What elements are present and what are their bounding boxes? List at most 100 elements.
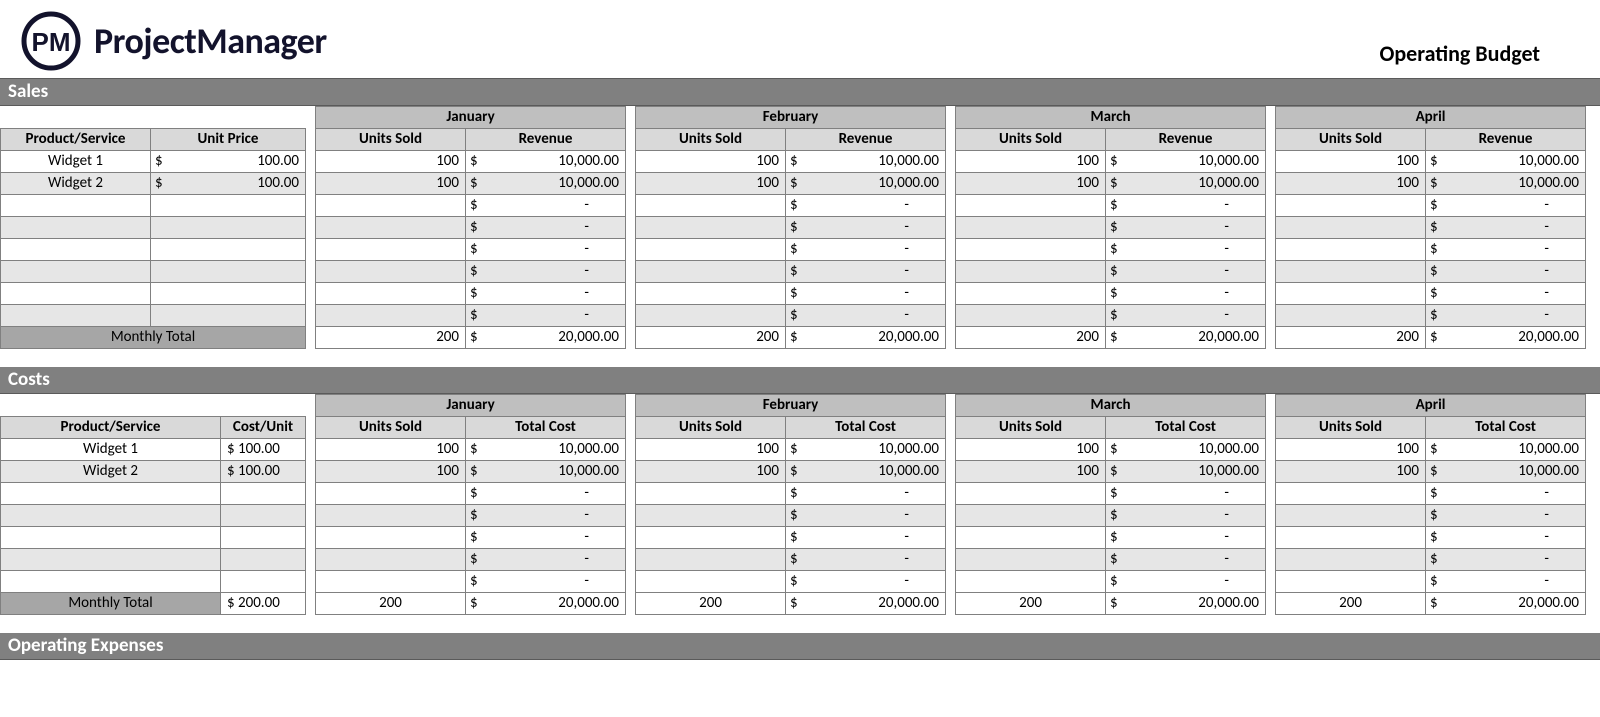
cell-revenue: $- [1426,261,1586,283]
cell-cost-unit: $ 100.00 [221,439,306,461]
cell-product: Widget 1 [1,151,151,173]
cell-cost-unit: $ 200.00 [221,593,306,615]
table-row: $-$-$-$- [1,239,1586,261]
cell-units: 200 [1276,327,1426,349]
cell-revenue: $10,000.00 [786,173,946,195]
col-header-units-sold: Units Sold [1276,129,1426,151]
cell-total-cost: $- [466,527,626,549]
cell-revenue: $- [786,217,946,239]
total-row: Monthly Total$ 200.00200$20,000.00200$20… [1,593,1586,615]
section-title-opex: Operating Expenses [0,633,1600,660]
cell-revenue: $10,000.00 [466,173,626,195]
cell-units: 100 [1276,151,1426,173]
cell-revenue: $- [1426,217,1586,239]
cell-product: Widget 1 [1,439,221,461]
cell-units: 100 [956,151,1106,173]
cell-unit-price: $100.00 [151,151,306,173]
cell-revenue: $- [466,217,626,239]
svg-text:PM: PM [32,27,71,57]
col-header-revenue: Revenue [1106,129,1266,151]
cell-units: 200 [636,327,786,349]
cell-units: 100 [316,151,466,173]
cell-total-cost: $- [1106,505,1266,527]
monthly-total-label: Monthly Total [1,593,221,615]
col-header-units-sold: Units Sold [316,129,466,151]
col-header-cost-unit: Cost/Unit [221,417,306,439]
cell-units: 200 [636,593,786,615]
col-header-units-sold: Units Sold [316,417,466,439]
table-row: $-$-$-$- [1,571,1586,593]
cell-units: 100 [636,439,786,461]
cell-units: 100 [636,151,786,173]
month-header: April [1276,395,1586,417]
cell-total-cost: $10,000.00 [1106,461,1266,483]
month-header: February [636,395,946,417]
table-row: $-$-$-$- [1,217,1586,239]
cell-revenue: $20,000.00 [1426,327,1586,349]
cell-units: 100 [956,439,1106,461]
costs-table: JanuaryFebruaryMarchAprilProduct/Service… [0,394,1586,615]
col-header-total-cost: Total Cost [1106,417,1266,439]
cell-total-cost: $- [466,549,626,571]
col-header-revenue: Revenue [786,129,946,151]
month-header: February [636,107,946,129]
cell-revenue: $- [786,261,946,283]
table-row: $-$-$-$- [1,195,1586,217]
cell-units: 200 [1276,593,1426,615]
table-row: $-$-$-$- [1,283,1586,305]
cell-total-cost: $10,000.00 [466,439,626,461]
col-header-product: Product/Service [1,417,221,439]
cell-revenue: $- [1426,305,1586,327]
cell-revenue: $10,000.00 [1106,151,1266,173]
cell-revenue: $10,000.00 [466,151,626,173]
cell-units: 200 [956,593,1106,615]
cell-units: 100 [636,461,786,483]
col-header-units-sold: Units Sold [956,129,1106,151]
table-row: $-$-$-$- [1,305,1586,327]
cell-total-cost: $20,000.00 [1106,593,1266,615]
cell-total-cost: $- [1426,483,1586,505]
month-header: January [316,107,626,129]
table-row: Widget 1$100.00100$10,000.00100$10,000.0… [1,151,1586,173]
cell-total-cost: $10,000.00 [466,461,626,483]
month-header: April [1276,107,1586,129]
cell-revenue: $- [1106,283,1266,305]
cell-revenue: $- [466,305,626,327]
sales-table: JanuaryFebruaryMarchAprilProduct/Service… [0,106,1586,349]
col-header-unit-price: Unit Price [151,129,306,151]
cell-units: 100 [1276,439,1426,461]
monthly-total-label: Monthly Total [1,327,306,349]
cell-cost-unit: $ 100.00 [221,461,306,483]
cell-total-cost: $- [466,483,626,505]
cell-total-cost: $- [1426,527,1586,549]
cell-revenue: $10,000.00 [1106,173,1266,195]
page-header: PM ProjectManager Operating Budget [0,0,1600,78]
cell-total-cost: $10,000.00 [786,439,946,461]
col-header-units-sold: Units Sold [956,417,1106,439]
brand-name: ProjectManager [94,19,327,63]
table-row: Widget 2$100.00100$10,000.00100$10,000.0… [1,173,1586,195]
cell-units: 100 [316,461,466,483]
cell-revenue: $- [786,305,946,327]
cell-units: 100 [316,173,466,195]
cell-revenue: $20,000.00 [786,327,946,349]
cell-revenue: $20,000.00 [1106,327,1266,349]
table-row: $-$-$-$- [1,261,1586,283]
cell-revenue: $- [466,283,626,305]
cell-total-cost: $- [786,483,946,505]
cell-total-cost: $- [1426,549,1586,571]
col-header-units-sold: Units Sold [1276,417,1426,439]
cell-total-cost: $- [466,505,626,527]
cell-total-cost: $10,000.00 [1426,461,1586,483]
cell-revenue: $- [786,283,946,305]
cell-revenue: $- [1106,195,1266,217]
cell-units: 100 [956,173,1106,195]
total-row: Monthly Total200$20,000.00200$20,000.002… [1,327,1586,349]
table-row: $-$-$-$- [1,505,1586,527]
col-header-units-sold: Units Sold [636,417,786,439]
cell-product: Widget 2 [1,173,151,195]
cell-units: 100 [316,439,466,461]
cell-revenue: $- [1106,239,1266,261]
month-header: March [956,107,1266,129]
cell-revenue: $- [466,195,626,217]
